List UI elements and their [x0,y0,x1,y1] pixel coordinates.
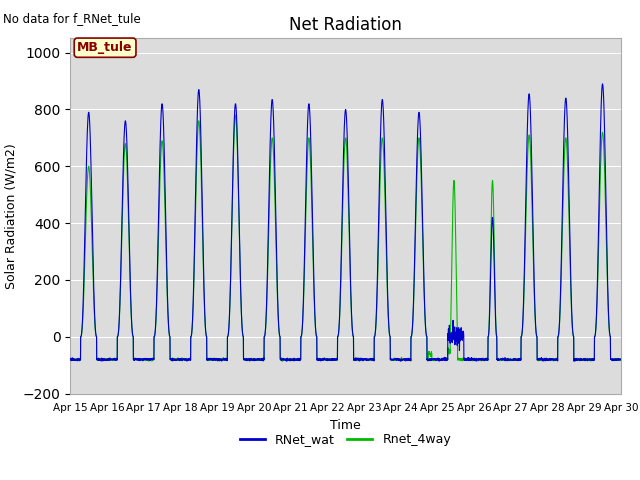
Rnet_4way [402,359,410,364]
Rnet_4way [617,356,625,362]
Title: Net Radiation: Net Radiation [289,16,402,34]
Rnet_4way [565,207,573,213]
RNet_wat [399,357,407,362]
RNet_wat [409,314,417,320]
Text: No data for f_RNet_tule: No data for f_RNet_tule [3,12,141,25]
RNet_wat [67,357,74,363]
Rnet_4way [67,357,74,363]
RNet_wat [617,357,625,362]
Line: RNet_wat: RNet_wat [70,84,621,361]
Rnet_4way [409,313,417,319]
RNet_wat [283,359,291,364]
Rnet_4way [184,357,192,363]
Rnet_4way [220,356,228,362]
Rnet_4way [399,356,407,361]
RNet_wat [598,81,606,87]
Y-axis label: Solar Radiation (W/m2): Solar Radiation (W/m2) [4,143,17,289]
Rnet_4way [617,356,625,361]
Text: MB_tule: MB_tule [77,41,133,54]
X-axis label: Time: Time [330,419,361,432]
RNet_wat [184,357,192,362]
RNet_wat [617,356,625,362]
Legend: RNet_wat, Rnet_4way: RNet_wat, Rnet_4way [235,428,456,451]
Line: Rnet_4way: Rnet_4way [70,115,621,361]
Rnet_4way [232,112,239,118]
RNet_wat [565,175,573,180]
RNet_wat [220,356,228,361]
